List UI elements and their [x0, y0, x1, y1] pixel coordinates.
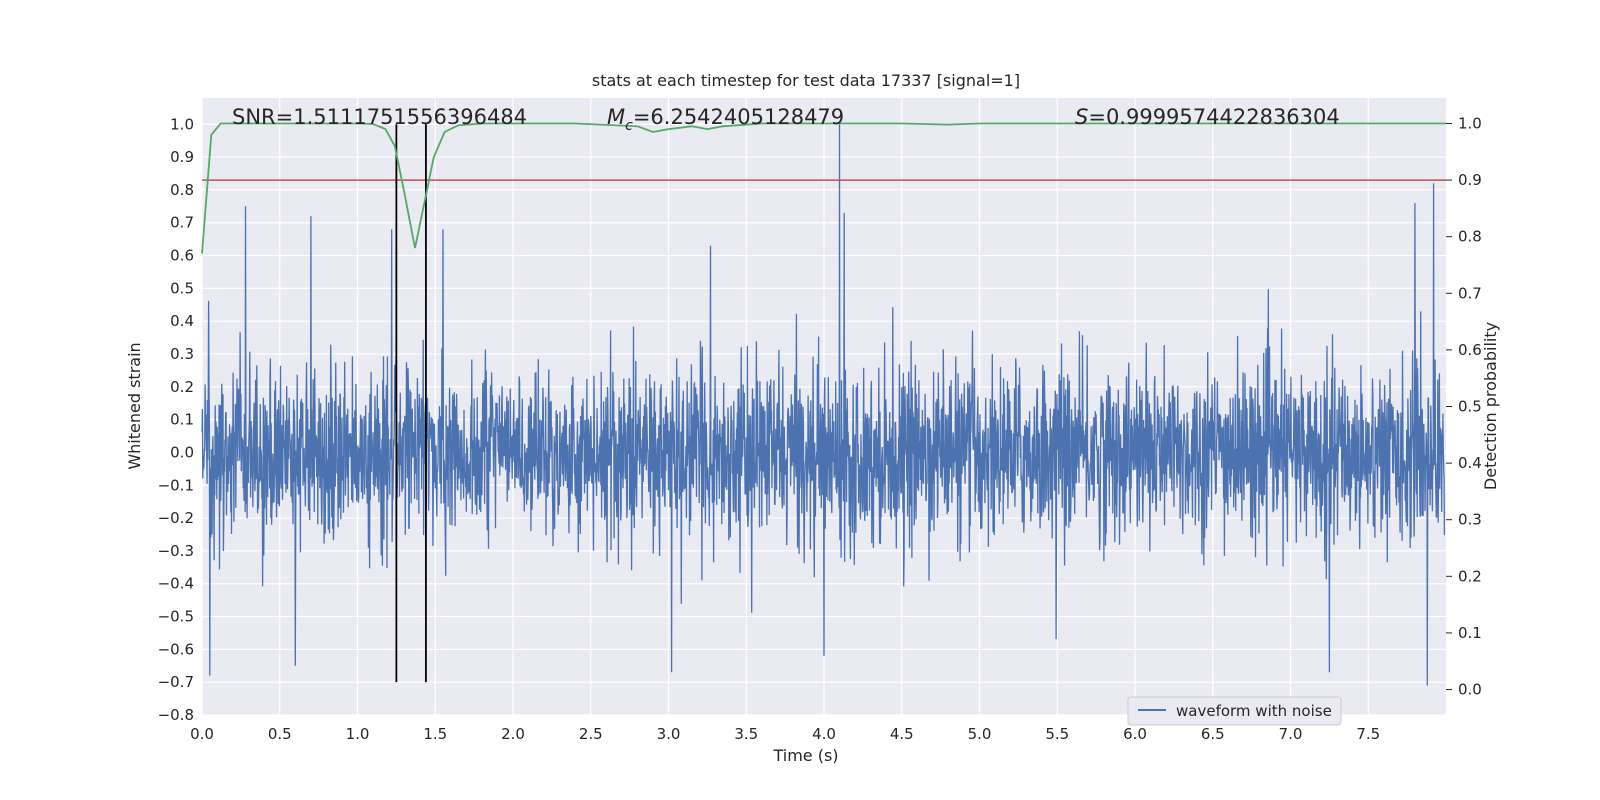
y-tick-label: −0.8 — [158, 706, 194, 724]
legend: waveform with noise — [1127, 696, 1342, 726]
y2-tick-label: 0.8 — [1458, 228, 1482, 246]
x-tick-label: 6.0 — [1123, 725, 1147, 743]
y-tick-label: −0.7 — [158, 673, 194, 691]
x-axis-label: Time (s) — [772, 746, 838, 765]
y-tick-label: 0.3 — [170, 345, 194, 363]
y2-tick-label: 0.3 — [1458, 511, 1482, 529]
y2-tick-label: 0.6 — [1458, 341, 1482, 359]
x-tick-label: 2.5 — [579, 725, 603, 743]
x-tick-label: 6.5 — [1201, 725, 1225, 743]
score-annotation: S=0.9999574422836304 — [1075, 105, 1340, 129]
x-tick-label: 5.5 — [1045, 725, 1069, 743]
y-axis-label: Whitened strain — [125, 342, 144, 469]
y-tick-label: 0.6 — [170, 247, 194, 265]
y2-tick-label: 0.4 — [1458, 454, 1482, 472]
x-tick-label: 0.5 — [268, 725, 292, 743]
y2-tick-labels: 0.0 0.1 0.2 0.3 0.4 0.5 0.6 0.7 0.8 0.9 1.0 — [1446, 114, 1482, 699]
chirp-mass-annotation: Mc=6.2542405128479 — [607, 105, 844, 134]
y2-tick-label: 0.5 — [1458, 398, 1482, 416]
y2-tick-label: 0.1 — [1458, 624, 1482, 642]
y-tick-label: 0.1 — [170, 411, 194, 429]
x-tick-label: 7.5 — [1356, 725, 1380, 743]
y-tick-label: 0.8 — [170, 181, 194, 199]
x-tick-label: 7.0 — [1279, 725, 1303, 743]
y-tick-label: 0.9 — [170, 148, 194, 166]
y-tick-label: 0.2 — [170, 378, 194, 396]
y-tick-label: −0.5 — [158, 608, 194, 626]
waveform-series — [201, 124, 1446, 686]
snr-annotation: SNR=1.5111751556396484 — [232, 105, 527, 129]
y-tick-label: 0.5 — [170, 279, 194, 297]
waveform-line — [201, 124, 1446, 686]
y2-tick-label: 0.9 — [1458, 171, 1482, 189]
y-tick-label: 0.4 — [170, 312, 194, 330]
y-tick-label: −0.1 — [158, 476, 194, 494]
x-tick-label: 4.0 — [812, 725, 836, 743]
y-tick-label: 1.0 — [170, 115, 194, 133]
y2-tick-label: 1.0 — [1458, 114, 1482, 132]
legend-label: waveform with noise — [1176, 702, 1332, 720]
x-tick-label: 0.0 — [190, 725, 214, 743]
x-tick-label: 3.0 — [657, 725, 681, 743]
chart-title: stats at each timestep for test data 173… — [592, 71, 1020, 90]
x-tick-label: 5.0 — [968, 725, 992, 743]
x-tick-label: 4.5 — [890, 725, 914, 743]
y-tick-label: −0.4 — [158, 575, 194, 593]
y-tick-label: −0.3 — [158, 542, 194, 560]
y-tick-labels: −0.8 −0.7 −0.6 −0.5 −0.4 −0.3 −0.2 −0.1 0.0 0.1 0.… — [158, 115, 194, 724]
y2-tick-label: 0.2 — [1458, 567, 1482, 585]
legend-box — [1127, 696, 1342, 726]
overlay-lines — [201, 122, 1446, 683]
y2-tick-label: 0.7 — [1458, 284, 1482, 302]
x-tick-label: 3.5 — [734, 725, 758, 743]
y-tick-label: 0.0 — [170, 443, 194, 461]
y-tick-label: 0.7 — [170, 214, 194, 232]
y2-axis-label: Detection probability — [1481, 322, 1500, 490]
x-tick-label: 2.0 — [501, 725, 525, 743]
y-tick-label: −0.6 — [158, 640, 194, 658]
x-tick-labels: 0.0 0.5 1.0 1.5 2.0 2.5 3.0 3.5 4.0 4.5 5.0 5.5 6.0 6… — [190, 725, 1380, 743]
y-tick-label: −0.2 — [158, 509, 194, 527]
detection-probability-line — [201, 122, 1446, 254]
x-tick-label: 1.0 — [346, 725, 370, 743]
x-tick-label: 1.5 — [423, 725, 447, 743]
y2-tick-label: 0.0 — [1458, 681, 1482, 699]
